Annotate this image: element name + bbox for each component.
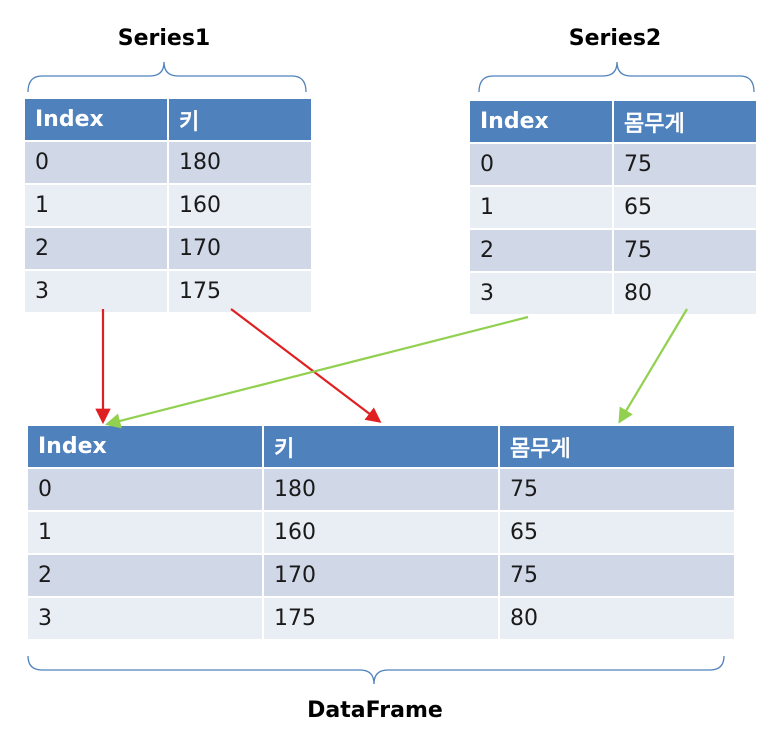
table-row: 1 160 <box>25 185 311 226</box>
dataframe-height-cell: 180 <box>264 469 498 510</box>
series2-value-cell: 75 <box>614 144 756 185</box>
series2-title: Series2 <box>568 26 662 51</box>
series2-value-cell: 75 <box>614 230 756 271</box>
series2-table: Index 몸무게 0 75 1 65 2 75 3 80 <box>468 99 758 316</box>
series1-values-arrow <box>230 308 382 423</box>
series2-header-weight: 몸무게 <box>614 101 756 142</box>
table-row: 0 75 <box>470 144 756 185</box>
table-row: 2 170 75 <box>28 555 734 596</box>
dataframe-header-height: 키 <box>264 426 498 467</box>
dataframe-index-cell: 0 <box>28 469 262 510</box>
series1-value-cell: 175 <box>169 271 311 312</box>
table-row: 3 175 <box>25 271 311 312</box>
series1-index-cell: 3 <box>25 271 167 312</box>
table-row: 0 180 75 <box>28 469 734 510</box>
series1-brace <box>27 61 307 93</box>
table-row: 0 180 <box>25 142 311 183</box>
series1-value-cell: 180 <box>169 142 311 183</box>
table-row: 2 75 <box>470 230 756 271</box>
series1-header-index: Index <box>25 99 167 140</box>
dataframe-header-index: Index <box>28 426 262 467</box>
dataframe-weight-cell: 75 <box>500 555 734 596</box>
table-row: 1 65 <box>470 187 756 228</box>
dataframe-index-cell: 3 <box>28 598 262 639</box>
dataframe-table: Index 키 몸무게 0 180 75 1 160 65 2 170 75 3… <box>26 424 736 641</box>
table-row: 3 80 <box>470 273 756 314</box>
series2-index-cell: 0 <box>470 144 612 185</box>
series1-title: Series1 <box>117 26 211 51</box>
series1-value-cell: 170 <box>169 228 311 269</box>
series2-header-row: Index 몸무게 <box>470 101 756 142</box>
series1-table: Index 키 0 180 1 160 2 170 3 175 <box>23 97 313 314</box>
series2-index-cell: 3 <box>470 273 612 314</box>
dataframe-header-row: Index 키 몸무게 <box>28 426 734 467</box>
dataframe-index-cell: 1 <box>28 512 262 553</box>
series2-brace <box>478 61 755 93</box>
dataframe-height-cell: 175 <box>264 598 498 639</box>
series1-header-height: 키 <box>169 99 311 140</box>
dataframe-height-cell: 170 <box>264 555 498 596</box>
dataframe-brace <box>27 655 725 685</box>
series1-index-cell: 1 <box>25 185 167 226</box>
dataframe-index-cell: 2 <box>28 555 262 596</box>
series1-value-cell: 160 <box>169 185 311 226</box>
series2-index-cell: 1 <box>470 187 612 228</box>
dataframe-weight-cell: 65 <box>500 512 734 553</box>
dataframe-height-cell: 160 <box>264 512 498 553</box>
series2-index-arrow <box>105 315 529 429</box>
dataframe-header-weight: 몸무게 <box>500 426 734 467</box>
table-row: 2 170 <box>25 228 311 269</box>
series2-value-cell: 80 <box>614 273 756 314</box>
series2-value-cell: 65 <box>614 187 756 228</box>
table-row: 1 160 65 <box>28 512 734 553</box>
series1-index-cell: 2 <box>25 228 167 269</box>
dataframe-weight-cell: 80 <box>500 598 734 639</box>
series1-index-cell: 0 <box>25 142 167 183</box>
series1-header-row: Index 키 <box>25 99 311 140</box>
series2-values-arrow <box>618 308 688 424</box>
dataframe-weight-cell: 75 <box>500 469 734 510</box>
series2-header-index: Index <box>470 101 612 142</box>
table-row: 3 175 80 <box>28 598 734 639</box>
dataframe-title: DataFrame <box>307 698 443 723</box>
series2-index-cell: 2 <box>470 230 612 271</box>
